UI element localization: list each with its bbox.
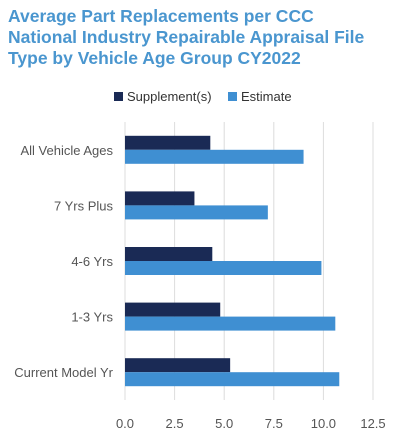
legend-label-estimate: Estimate bbox=[241, 89, 292, 104]
legend-swatch-estimate bbox=[228, 92, 237, 101]
bar-supplements bbox=[125, 302, 221, 317]
category-label: 7 Yrs Plus bbox=[54, 198, 114, 213]
bar-estimate bbox=[125, 205, 268, 220]
legend-swatch-supplements bbox=[114, 92, 123, 101]
category-labels: All Vehicle Ages 7 Yrs Plus 4-6 Yrs 1-3 Yrs… bbox=[14, 143, 113, 380]
category-label: All Vehicle Ages bbox=[20, 143, 113, 158]
bar-estimate bbox=[125, 372, 340, 387]
x-tick-label: 5.0 bbox=[215, 416, 233, 431]
chart-title-line-3: Type by Vehicle Age Group CY2022 bbox=[8, 48, 301, 68]
x-tick-labels: 0.0 2.5 5.0 7.5 10.0 12.5 bbox=[116, 416, 386, 431]
chart-title-line-2: National Industry Repairable Appraisal F… bbox=[8, 27, 365, 47]
bar-supplements bbox=[125, 358, 231, 373]
x-tick-label: 2.5 bbox=[166, 416, 184, 431]
category-label: 4-6 Yrs bbox=[71, 254, 113, 269]
legend-label-supplements: Supplement(s) bbox=[127, 89, 212, 104]
x-tick-label: 12.5 bbox=[360, 416, 385, 431]
bar-estimate bbox=[125, 149, 304, 164]
x-tick-label: 7.5 bbox=[265, 416, 283, 431]
bar-estimate bbox=[125, 261, 322, 275]
bar-supplements bbox=[125, 191, 195, 206]
chart-title: Average Part Replacements per CCC Nation… bbox=[8, 6, 394, 69]
bar-supplements bbox=[125, 135, 211, 150]
bars bbox=[125, 135, 340, 387]
legend: Supplement(s) Estimate bbox=[114, 89, 292, 104]
category-label: 1-3 Yrs bbox=[71, 310, 113, 325]
bar-estimate bbox=[125, 316, 336, 331]
category-label: Current Model Yr bbox=[14, 365, 113, 380]
bar-supplements bbox=[125, 247, 213, 261]
x-tick-label: 10.0 bbox=[311, 416, 336, 431]
chart-title-line-1: Average Part Replacements per CCC bbox=[8, 6, 314, 26]
x-tick-label: 0.0 bbox=[116, 416, 134, 431]
